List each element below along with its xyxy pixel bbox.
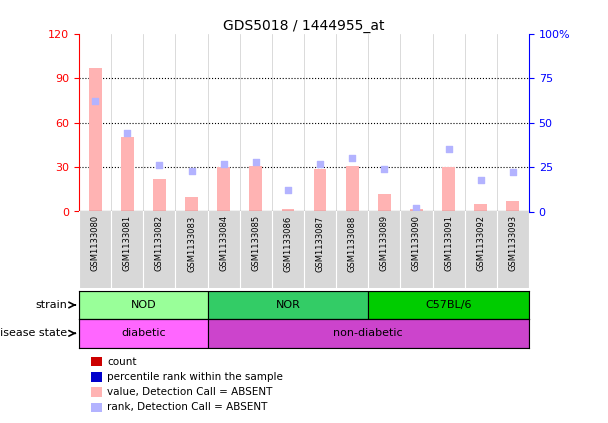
Bar	[314, 169, 326, 212]
Bar	[91, 387, 102, 397]
Bar	[79, 319, 207, 348]
Bar	[207, 291, 368, 319]
Text: GSM1133084: GSM1133084	[219, 215, 228, 272]
Text: NOD: NOD	[131, 300, 156, 310]
Text: rank, Detection Call = ABSENT: rank, Detection Call = ABSENT	[107, 402, 268, 412]
Bar	[249, 166, 262, 212]
Text: GSM1133092: GSM1133092	[476, 215, 485, 271]
Bar	[153, 179, 166, 212]
Point	[476, 176, 486, 183]
Text: value, Detection Call = ABSENT: value, Detection Call = ABSENT	[107, 387, 272, 397]
Point	[187, 167, 196, 174]
Text: GSM1133086: GSM1133086	[283, 215, 292, 272]
Text: GSM1133085: GSM1133085	[251, 215, 260, 272]
Point	[444, 146, 454, 153]
Point	[90, 98, 100, 105]
Text: percentile rank within the sample: percentile rank within the sample	[107, 372, 283, 382]
Bar	[474, 204, 487, 212]
Bar	[368, 291, 529, 319]
Text: GSM1133088: GSM1133088	[348, 215, 357, 272]
Bar	[346, 166, 359, 212]
Bar	[442, 167, 455, 212]
Bar	[185, 197, 198, 212]
Text: GSM1133089: GSM1133089	[380, 215, 389, 272]
Text: GSM1133081: GSM1133081	[123, 215, 132, 272]
Bar	[89, 68, 102, 212]
Text: GDS5018 / 1444955_at: GDS5018 / 1444955_at	[223, 19, 385, 33]
Bar	[91, 403, 102, 412]
Text: GSM1133091: GSM1133091	[444, 215, 453, 271]
Bar	[91, 357, 102, 366]
Text: GSM1133087: GSM1133087	[316, 215, 325, 272]
Text: GSM1133080: GSM1133080	[91, 215, 100, 272]
Bar	[410, 209, 423, 212]
Point	[154, 162, 164, 169]
Text: NOR: NOR	[275, 300, 300, 310]
Bar	[282, 209, 294, 212]
Text: strain: strain	[35, 300, 67, 310]
Point	[122, 130, 132, 137]
Bar	[378, 194, 391, 212]
Text: diabetic: diabetic	[121, 328, 165, 338]
Point	[315, 160, 325, 167]
Point	[219, 160, 229, 167]
Point	[251, 158, 261, 165]
Text: GSM1133082: GSM1133082	[155, 215, 164, 272]
Text: C57BL/6: C57BL/6	[426, 300, 472, 310]
Bar	[506, 201, 519, 212]
Point	[379, 165, 389, 172]
Text: disease state: disease state	[0, 328, 67, 338]
Bar	[217, 167, 230, 212]
Text: count: count	[107, 357, 137, 367]
Bar	[79, 291, 207, 319]
Text: GSM1133093: GSM1133093	[508, 215, 517, 272]
Point	[347, 155, 357, 162]
Text: GSM1133083: GSM1133083	[187, 215, 196, 272]
Bar	[121, 137, 134, 212]
Text: GSM1133090: GSM1133090	[412, 215, 421, 271]
Text: non-diabetic: non-diabetic	[333, 328, 403, 338]
Bar	[91, 372, 102, 382]
Point	[508, 169, 518, 176]
Point	[283, 187, 293, 194]
Bar	[207, 319, 529, 348]
Point	[412, 205, 421, 212]
